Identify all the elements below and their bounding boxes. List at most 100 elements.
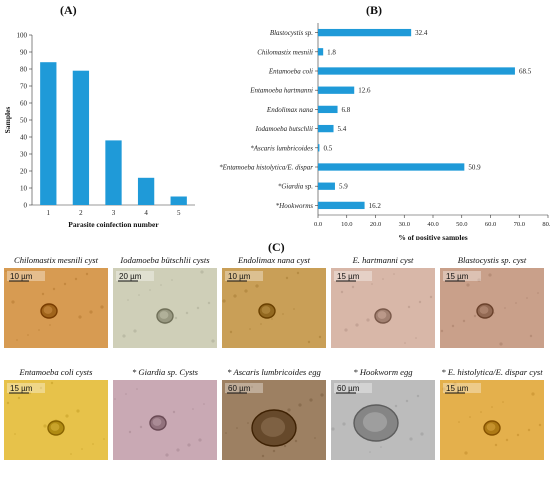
- debris-speck: [261, 454, 265, 458]
- debris-speck: [236, 427, 238, 429]
- y-tick-label: 10: [20, 185, 28, 193]
- debris-speck: [149, 289, 151, 291]
- debris-speck: [380, 446, 382, 448]
- debris-speck: [185, 311, 189, 315]
- data-label: 5.9: [339, 183, 348, 191]
- organism-nucleus: [260, 417, 286, 437]
- scale-bar-backdrop: [225, 383, 263, 393]
- debris-speck: [320, 393, 324, 397]
- debris-speck: [198, 438, 202, 442]
- micrograph-drawing: 10 µm: [4, 268, 108, 348]
- x-tick-label: 3: [112, 209, 116, 217]
- x-tick-label: 0.0: [314, 221, 322, 228]
- micrograph-caption: * Ascaris lumbricoides egg: [227, 367, 321, 377]
- debris-speck: [394, 404, 398, 408]
- debris-speck: [293, 308, 295, 310]
- debris-speck: [5, 270, 7, 272]
- debris-speck: [451, 324, 455, 328]
- category-label: Iodamoeba butschlii: [255, 125, 313, 133]
- debris-speck: [407, 305, 411, 309]
- debris-speck: [526, 297, 528, 299]
- debris-speck: [225, 432, 227, 434]
- micrograph-drawing: 20 µm: [113, 268, 217, 348]
- micrograph-caption: Endolimax nana cyst: [237, 255, 311, 265]
- micrograph-caption: Entamoeba coli cysts: [19, 367, 93, 377]
- debris-speck: [344, 328, 348, 332]
- data-label: 50.9: [468, 164, 481, 172]
- debris-speck: [89, 310, 93, 314]
- y-tick-label: 20: [20, 168, 28, 176]
- y-tick-label: 80: [20, 66, 28, 74]
- organism-nucleus: [50, 423, 60, 431]
- debris-speck: [493, 312, 495, 314]
- scale-bar-label: 15 µm: [337, 272, 360, 281]
- micrograph-drawing: 15 µm: [331, 268, 435, 348]
- debris-speck: [49, 324, 51, 326]
- micrograph-image: 20 µm: [113, 268, 217, 348]
- bar: [170, 196, 187, 205]
- debris-speck: [287, 408, 291, 412]
- x-tick-label: 4: [144, 209, 148, 217]
- micrograph-caption: * E. histolytica/E. dispar cyst: [441, 367, 543, 377]
- debris-speck: [233, 294, 237, 298]
- debris-speck: [85, 272, 89, 276]
- debris-speck: [249, 328, 251, 330]
- debris-speck: [347, 387, 349, 389]
- micrograph-drawing: 15 µm: [440, 268, 544, 348]
- x-axis-label: Parasite coinfection number: [68, 220, 159, 229]
- debris-speck: [39, 386, 43, 390]
- debris-speck: [203, 403, 205, 405]
- debris-speck: [314, 437, 316, 439]
- micrograph-image: 15 µm: [4, 380, 108, 460]
- bar: [318, 67, 515, 75]
- scale-bar-label: 15 µm: [446, 272, 469, 281]
- scale-bar-label: 15 µm: [10, 384, 33, 393]
- bar: [318, 28, 412, 37]
- debris-speck: [527, 428, 531, 432]
- debris-speck: [283, 444, 287, 448]
- category-label: *Ascaris lumbricoides: [250, 144, 313, 152]
- debris-speck: [458, 421, 460, 423]
- micrograph-drawing: 15 µm: [440, 380, 544, 460]
- bar: [72, 70, 90, 205]
- debris-speck: [453, 382, 457, 386]
- x-tick-label: 20.0: [370, 221, 381, 228]
- debris-speck: [331, 427, 335, 431]
- debris-speck: [466, 283, 470, 287]
- micrograph-caption: Blastocystis sp. cyst: [457, 255, 527, 265]
- debris-speck: [477, 278, 481, 282]
- debris-speck: [309, 398, 313, 402]
- debris-speck: [103, 438, 105, 440]
- x-tick-label: 30.0: [399, 221, 410, 228]
- micrograph-drawing: 60 µm: [331, 380, 435, 460]
- debris-speck: [537, 292, 539, 294]
- x-tick-label: 2: [79, 209, 83, 217]
- scale-bar-backdrop: [443, 383, 481, 393]
- debris-speck: [420, 432, 424, 436]
- x-axis-label: % of positive samples: [398, 233, 467, 240]
- debris-speck: [52, 287, 56, 291]
- debris-speck: [211, 339, 215, 343]
- debris-speck: [491, 406, 493, 408]
- x-tick-label: 50.0: [456, 221, 467, 228]
- x-tick-label: 1: [47, 209, 51, 217]
- debris-speck: [174, 316, 178, 320]
- x-tick-label: 70.0: [514, 221, 525, 228]
- scale-bar-label: 10 µm: [10, 272, 33, 281]
- debris-speck: [502, 401, 504, 403]
- scale-bar-label: 60 µm: [228, 384, 251, 393]
- debris-speck: [462, 319, 466, 323]
- category-label: Entamoeba hartmanni: [249, 87, 313, 95]
- debris-speck: [429, 295, 433, 299]
- debris-speck: [409, 437, 413, 441]
- y-tick-label: 60: [20, 100, 28, 108]
- debris-speck: [17, 396, 21, 400]
- scale-bar-label: 60 µm: [337, 384, 360, 393]
- debris-speck: [473, 314, 477, 318]
- scale-bar-backdrop: [225, 271, 263, 281]
- scale-bar-backdrop: [7, 271, 45, 281]
- debris-speck: [294, 439, 298, 443]
- debris-speck: [196, 306, 200, 310]
- bar: [318, 144, 320, 152]
- debris-speck: [125, 393, 127, 395]
